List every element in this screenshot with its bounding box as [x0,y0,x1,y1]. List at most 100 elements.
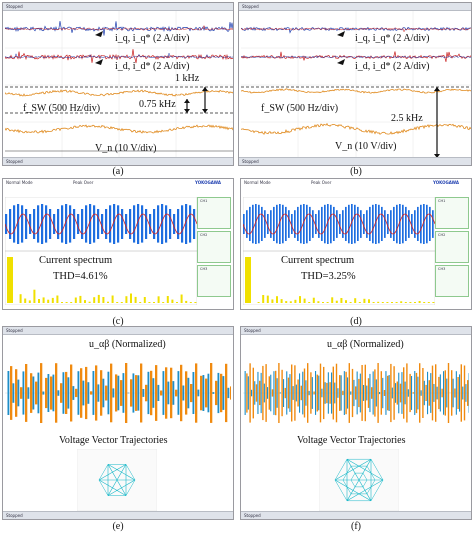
u-alpha-step [454,388,456,398]
u-beta-step [372,371,374,415]
u-alpha-step [170,367,173,419]
trajectory-spoke [116,464,127,481]
u-beta-step [321,388,323,398]
u-alpha-step [278,363,280,423]
pwm-pulse [69,205,72,243]
u-beta-step [167,381,170,405]
fsw-trace [4,89,233,97]
u-beta-step [37,372,40,414]
u-beta-step [187,377,190,409]
id-trace-blue [240,55,471,59]
u-alpha-step [326,382,328,404]
panel-e: Stopped u_αβ (Normalized) Voltage Vector… [2,326,234,520]
u-beta-step [207,373,210,413]
u-alpha-step [358,378,360,408]
u-alpha-step [383,390,386,396]
scope-peak: Peak Over [311,180,332,185]
pwm-pulse [17,204,20,244]
pwm-pulse [57,209,60,239]
u-beta-step [305,380,307,406]
u-beta-step [334,382,336,404]
harmonic-bar [19,294,22,303]
trajectory-spoke [346,479,360,501]
u-alpha-step [339,375,341,411]
harmonic-bar [47,299,50,303]
harmonic-bar [74,297,77,303]
u-beta-step [283,379,285,407]
u-beta-step [391,387,393,399]
pwm-pulse [117,205,120,243]
u-alpha-step [55,363,58,423]
u-alpha-step [284,387,286,399]
u-alpha-step [355,386,357,400]
u-beta-step [327,372,329,414]
pwm-pulse [354,204,356,244]
pwm-pulse [97,209,100,239]
u-beta-step [340,375,342,411]
u-alpha-step [428,380,430,406]
u-beta-step [254,381,256,405]
current-plot-d [243,197,435,305]
pwm-pulse [291,214,293,234]
pwm-pulse [423,204,425,244]
waveform-svg-a [4,11,233,159]
harmonic-bar [185,300,188,303]
pwm-pulse [399,204,401,244]
pwm-pulse [288,210,290,238]
thd-label: THD=4.61% [53,271,108,282]
u-beta-step [276,378,278,408]
u-alpha-step [255,384,258,402]
u-alpha-step [425,384,427,401]
scope-footer: Stopped [241,511,471,519]
u-alpha-step [100,370,103,416]
trajectory-hex [342,465,376,495]
fundamental-bar [7,257,13,303]
pwm-pulse [21,205,24,243]
harmonic-bar [312,297,315,303]
pwm-pulse [5,214,8,234]
harmonic-bar [372,302,375,303]
vn-label: V_n (10 V/div) [95,143,157,154]
u-beta-step [446,378,448,408]
harmonic-bar [423,302,426,303]
harmonic-bar [93,297,96,303]
u-beta-step [433,384,435,402]
u-alpha-step [361,365,363,421]
u-alpha-step [422,368,424,418]
scope-header: Normal Mode Peak Over YOKOGAWA [241,179,471,187]
pwm-pulse [189,205,192,243]
u-beta-step [353,379,355,407]
u-beta-step [311,377,313,409]
u-alpha-step [310,372,312,414]
pwm-pulse [185,204,188,244]
id-label: i_d, i_d* (2 A/div) [115,61,190,72]
u-beta-step [77,371,80,415]
pwm-pulse [53,214,56,234]
u-alpha-step [105,385,108,401]
u-beta-step [299,373,301,413]
u-alpha-step [200,375,203,411]
u-alpha-step [335,363,338,423]
u-beta-step [257,371,259,414]
harmonic-bar [262,295,265,303]
pwm-pulse [270,210,272,238]
harmonic-bar [153,302,155,303]
u-beta-step [27,387,30,399]
u-beta-step [62,372,65,414]
harmonic-bar [116,302,119,303]
u-alpha-step [371,387,373,399]
scope-footer: Stopped [239,157,471,165]
pwm-pulse [360,210,362,238]
u-beta-step [247,376,249,410]
pwm-pulse [113,204,116,244]
harmonic-bar [56,295,59,303]
u-alpha-step [30,373,33,413]
pwm-pulse [324,204,326,244]
harmonic-bar [326,302,329,303]
u-alpha-step [342,390,344,396]
pwm-pulse [384,210,386,238]
scope-footer: Stopped [3,157,233,165]
u-alpha-step [120,380,123,406]
pwm-pulse [321,206,323,241]
u-alpha-step [15,369,18,417]
